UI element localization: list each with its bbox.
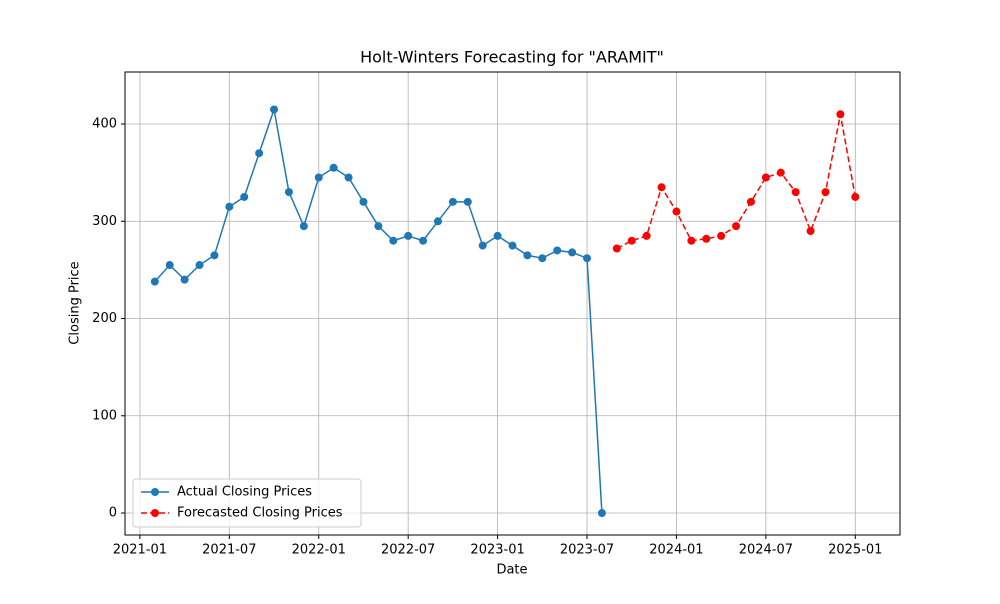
point bbox=[463, 197, 472, 206]
point bbox=[314, 173, 323, 182]
point bbox=[732, 222, 741, 231]
point bbox=[433, 217, 442, 226]
x-tick-label: 2024-01 bbox=[649, 543, 703, 558]
point bbox=[791, 188, 800, 197]
point bbox=[553, 246, 562, 255]
point bbox=[270, 105, 279, 114]
point bbox=[329, 163, 338, 172]
point bbox=[419, 236, 428, 245]
point bbox=[746, 197, 755, 206]
point bbox=[374, 222, 383, 231]
point bbox=[359, 197, 368, 206]
legend-marker bbox=[151, 488, 159, 496]
point bbox=[404, 231, 413, 240]
point bbox=[344, 173, 353, 182]
series-line bbox=[154, 106, 603, 514]
point bbox=[672, 207, 681, 216]
chart-title: Holt-Winters Forecasting for "ARAMIT" bbox=[360, 48, 664, 67]
point bbox=[761, 173, 770, 182]
y-axis-label: Closing Price bbox=[68, 261, 83, 344]
legend-label: Forecasted Closing Prices bbox=[177, 506, 343, 521]
point bbox=[210, 251, 219, 260]
point bbox=[225, 202, 234, 211]
point bbox=[627, 236, 636, 245]
point bbox=[642, 231, 651, 240]
point bbox=[687, 236, 696, 245]
x-tick-label: 2023-01 bbox=[470, 543, 524, 558]
y-tick-label: 100 bbox=[92, 408, 117, 423]
point bbox=[255, 149, 264, 158]
plot-frame bbox=[124, 71, 901, 536]
point bbox=[776, 168, 785, 177]
x-tick-label: 2025-01 bbox=[828, 543, 882, 558]
point bbox=[240, 192, 249, 201]
point bbox=[597, 509, 606, 518]
point bbox=[284, 188, 293, 197]
legend-box bbox=[132, 478, 362, 528]
point bbox=[657, 183, 666, 192]
point bbox=[523, 251, 532, 260]
point bbox=[150, 277, 159, 286]
legend-label: Actual Closing Prices bbox=[177, 485, 312, 500]
point bbox=[180, 275, 189, 284]
x-tick-label: 2023-07 bbox=[560, 543, 614, 558]
point bbox=[195, 261, 204, 270]
point bbox=[478, 241, 487, 250]
point bbox=[612, 244, 621, 253]
point bbox=[568, 248, 577, 257]
point bbox=[508, 241, 517, 250]
x-axis-label: Date bbox=[496, 563, 527, 578]
y-tick-label: 300 bbox=[92, 214, 117, 229]
point bbox=[299, 222, 308, 231]
point bbox=[806, 227, 815, 236]
y-tick-label: 0 bbox=[109, 506, 117, 521]
point bbox=[702, 234, 711, 243]
x-tick-label: 2022-07 bbox=[381, 543, 435, 558]
legend-marker bbox=[151, 509, 159, 517]
point bbox=[389, 236, 398, 245]
x-tick-label: 2022-01 bbox=[292, 543, 346, 558]
point bbox=[165, 261, 174, 270]
x-tick-label: 2021-07 bbox=[202, 543, 256, 558]
point bbox=[493, 231, 502, 240]
point bbox=[821, 188, 830, 197]
point bbox=[583, 254, 592, 263]
point bbox=[836, 110, 845, 119]
y-tick-label: 400 bbox=[92, 117, 117, 132]
x-tick-label: 2024-07 bbox=[739, 543, 793, 558]
x-tick-label: 2021-01 bbox=[113, 543, 167, 558]
point bbox=[538, 254, 547, 263]
point bbox=[717, 231, 726, 240]
point bbox=[851, 192, 860, 201]
y-tick-label: 200 bbox=[92, 311, 117, 326]
point bbox=[448, 197, 457, 206]
